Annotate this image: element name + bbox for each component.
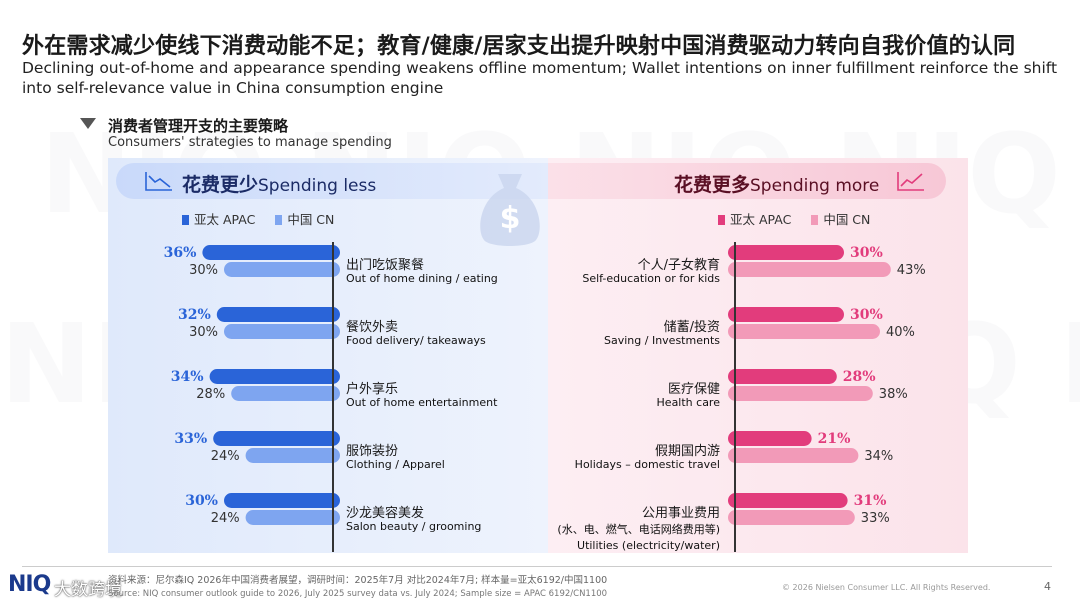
more-category-label: 假期国内游 xyxy=(654,444,720,459)
less-category-label: 服饰装扮 xyxy=(346,444,399,459)
legend-label: 亚太 APAC xyxy=(194,212,256,227)
more-bar-apac xyxy=(728,431,812,446)
more-bar-cn xyxy=(728,386,873,401)
less-value-apac: 32% xyxy=(178,307,211,323)
less-bar-cn xyxy=(245,448,340,463)
money-bag-icon: $ xyxy=(480,174,540,246)
more-value-cn: 38% xyxy=(879,387,908,402)
less-bar-cn xyxy=(224,262,340,277)
less-bar-apac xyxy=(216,307,340,322)
spending-more-title: 花费更多Spending more xyxy=(674,174,880,196)
less-category-label: 户外享乐 xyxy=(346,382,399,397)
less-category-label: 沙龙美容美发 xyxy=(346,506,425,521)
copyright: © 2026 Nielsen Consumer LLC. All Rights … xyxy=(782,583,991,592)
page-title-en: Declining out-of-home and appearance spe… xyxy=(22,59,1058,97)
more-category-label: 医疗保健 xyxy=(667,382,720,397)
spending-more-panel xyxy=(548,158,968,553)
less-category-label: 出门吃饭聚餐 xyxy=(346,258,425,273)
legend-right: 亚太 APAC 中国 CN xyxy=(718,209,870,228)
legend-swatch-cn xyxy=(811,215,819,225)
more-value-cn: 33% xyxy=(861,511,890,526)
less-value-cn: 24% xyxy=(211,511,240,526)
more-bar-apac xyxy=(728,245,844,260)
less-bar-apac xyxy=(224,493,340,508)
less-category-label-en: Food delivery/ takeaways xyxy=(346,334,486,347)
more-bar-apac xyxy=(728,369,837,384)
less-bar-cn xyxy=(245,510,340,525)
more-value-cn: 40% xyxy=(886,325,915,340)
rising-chart-icon xyxy=(897,172,924,191)
more-bar-cn xyxy=(728,448,859,463)
more-value-cn: 43% xyxy=(897,263,926,278)
less-category-label-en: Out of home dining / eating xyxy=(346,272,498,285)
spending-less-header-pill xyxy=(116,163,548,199)
niq-logo: NIQ xyxy=(8,572,51,597)
declining-chart-icon xyxy=(145,172,172,191)
less-value-cn: 30% xyxy=(189,263,218,278)
footer-divider xyxy=(22,566,1052,567)
legend-label: 中国 CN xyxy=(823,212,871,227)
less-value-apac: 34% xyxy=(171,369,204,385)
more-bar-cn xyxy=(728,324,880,339)
less-value-apac: 30% xyxy=(185,493,218,509)
less-bar-apac xyxy=(213,431,340,446)
more-category-label-en: Self-education or for kids xyxy=(582,272,720,285)
spending-more-axis xyxy=(734,242,736,552)
page-number: 4 xyxy=(1044,580,1051,593)
legend-label: 中国 CN xyxy=(287,212,335,227)
more-value-apac: 31% xyxy=(854,493,887,509)
less-value-apac: 33% xyxy=(174,431,207,447)
more-bar-apac xyxy=(728,493,848,508)
less-category-label-en: Salon beauty / grooming xyxy=(346,520,482,533)
more-value-apac: 28% xyxy=(843,369,876,385)
more-bar-apac xyxy=(728,307,844,322)
more-value-apac: 30% xyxy=(850,307,883,323)
more-category-label: 储蓄/投资 xyxy=(663,320,720,335)
more-category-label-en: Health care xyxy=(656,396,720,409)
spending-less-axis xyxy=(332,242,334,552)
legend-swatch-apac xyxy=(718,215,725,225)
more-category-note: (水、电、燃气、电话网络费用等) xyxy=(557,523,720,536)
spending-more-header-pill xyxy=(548,163,946,199)
more-category-label-en: Saving / Investments xyxy=(604,334,720,347)
less-bar-apac xyxy=(202,245,340,260)
less-category-label-en: Clothing / Apparel xyxy=(346,458,445,471)
more-value-apac: 21% xyxy=(818,431,851,447)
watermark-label: 大数跨境 xyxy=(54,580,122,600)
more-bar-cn xyxy=(728,510,855,525)
source-note-cn: 资料来源：尼尔森IQ 2026年中国消费者展望，调研时间：2025年7月 对比2… xyxy=(108,575,608,586)
more-category-label: 公用事业费用 xyxy=(641,506,720,521)
legend-swatch-apac xyxy=(182,215,189,225)
less-bar-apac xyxy=(209,369,340,384)
legend-left: 亚太 APAC 中国 CN xyxy=(182,209,334,228)
more-category-label: 个人/子女教育 xyxy=(637,258,720,273)
more-category-label-en: Utilities (electricity/water) xyxy=(577,539,720,552)
page-title-cn: 外在需求减少使线下消费动能不足；教育/健康/居家支出提升映射中国消费驱动力转向自… xyxy=(22,34,1016,59)
less-bar-cn xyxy=(224,324,340,339)
section-title-en: Consumers' strategies to manage spending xyxy=(108,135,392,150)
triangle-bullet-icon xyxy=(80,118,96,129)
source-note-en: Source: NIQ consumer outlook guide to 20… xyxy=(108,589,608,599)
less-category-label-en: Out of home entertainment xyxy=(346,396,498,409)
more-value-cn: 34% xyxy=(864,449,893,464)
less-value-cn: 30% xyxy=(189,325,218,340)
more-value-apac: 30% xyxy=(850,245,883,261)
legend-swatch-cn xyxy=(275,215,283,225)
legend-label: 亚太 APAC xyxy=(730,212,792,227)
more-bar-cn xyxy=(728,262,891,277)
section-title-cn: 消费者管理开支的主要策略 xyxy=(108,117,289,135)
less-category-label: 餐饮外卖 xyxy=(346,320,399,335)
less-value-cn: 24% xyxy=(211,449,240,464)
less-value-apac: 36% xyxy=(164,245,197,261)
spending-less-panel xyxy=(108,158,548,553)
more-category-label-en: Holidays – domestic travel xyxy=(574,458,720,471)
less-value-cn: 28% xyxy=(196,387,225,402)
svg-text:$: $ xyxy=(500,201,521,236)
spending-less-title: 花费更少Spending less xyxy=(182,174,377,196)
less-bar-cn xyxy=(231,386,340,401)
